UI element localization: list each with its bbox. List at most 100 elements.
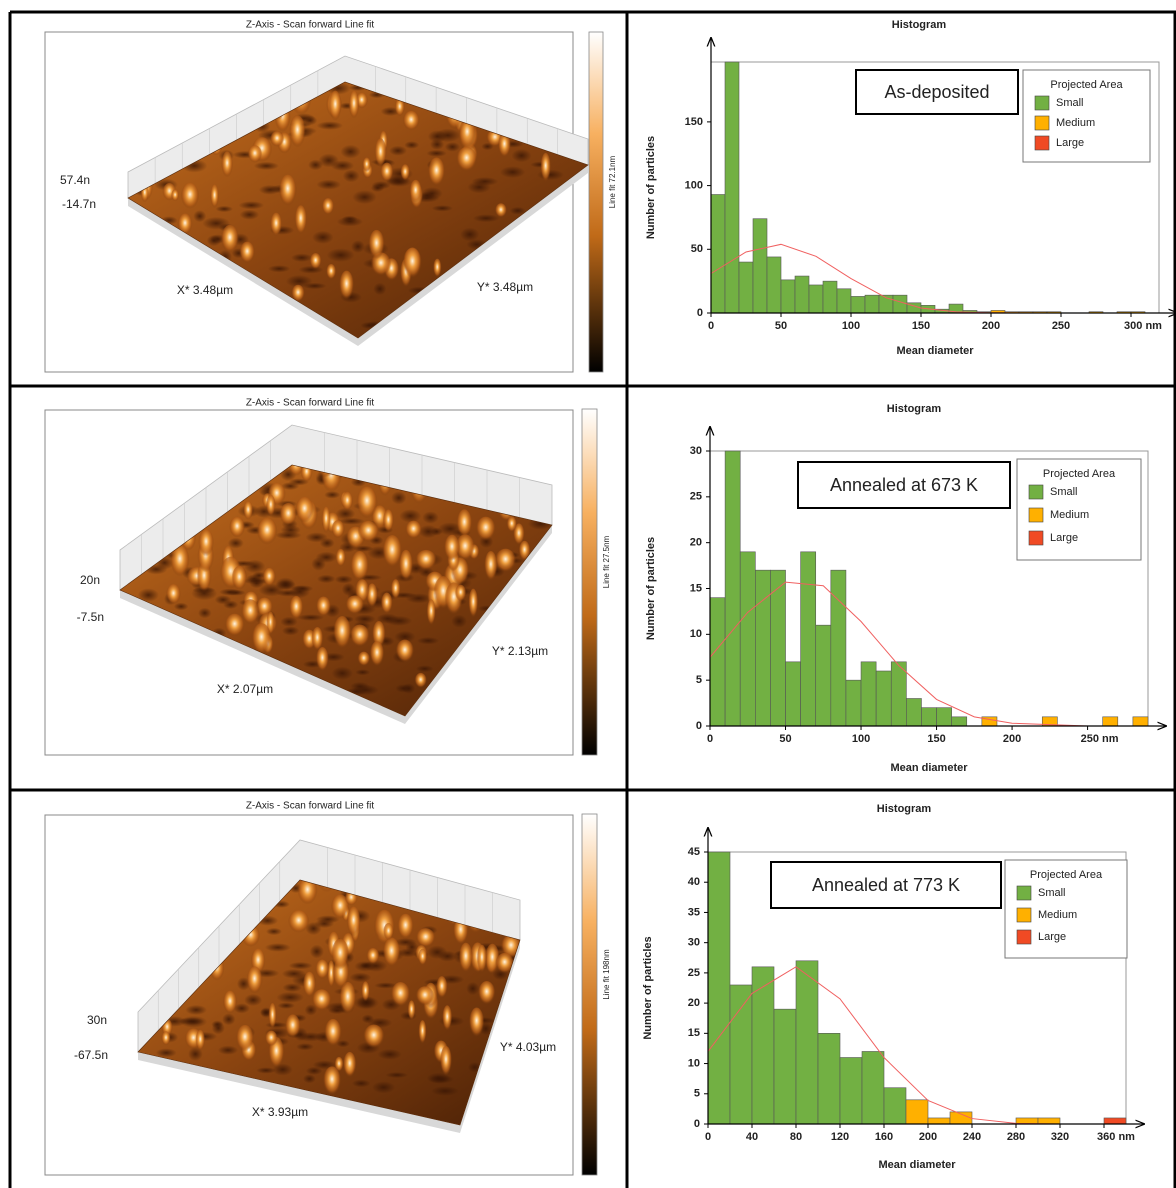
peak xyxy=(270,131,284,148)
legend-label: Large xyxy=(1050,532,1078,544)
pit xyxy=(416,665,434,672)
y-tick-label: 30 xyxy=(688,937,700,949)
pit xyxy=(378,1049,402,1060)
x-tick-label: 200 xyxy=(919,1131,937,1143)
peak xyxy=(335,549,345,569)
x-tick-label: 240 xyxy=(963,1131,981,1143)
legend-swatch xyxy=(1029,508,1043,522)
peak xyxy=(341,492,353,513)
peak xyxy=(484,551,498,584)
pit xyxy=(500,166,525,178)
pit xyxy=(421,187,442,200)
pit xyxy=(310,945,324,959)
peak xyxy=(408,1000,416,1022)
peak xyxy=(350,624,370,649)
x-tick-label: 0 xyxy=(707,733,713,745)
pit xyxy=(240,210,259,220)
histogram-bar xyxy=(816,625,831,726)
peak xyxy=(181,183,200,212)
pit xyxy=(417,637,439,645)
x-tick-label: 320 xyxy=(1051,1131,1069,1143)
y-axis-label: Number of particles xyxy=(645,537,657,640)
histogram-bar xyxy=(837,289,851,313)
x-tick-label: 250 xyxy=(1052,320,1070,332)
pit xyxy=(332,667,354,681)
colorbar xyxy=(582,409,597,755)
pit xyxy=(389,146,407,156)
y-tick-label: 30 xyxy=(690,445,702,457)
peak xyxy=(166,584,181,607)
x-tick-label: 200 xyxy=(982,320,1000,332)
y-size-label: Y* 4.03µm xyxy=(500,1040,556,1054)
peak xyxy=(210,184,219,210)
annotation: Annealed at 673 K xyxy=(830,475,978,495)
peak xyxy=(455,585,467,603)
x-tick-label: 50 xyxy=(775,320,787,332)
peak xyxy=(350,551,369,585)
histogram-bar xyxy=(862,1051,884,1124)
pit xyxy=(352,190,376,204)
y-axis-label: Number of particles xyxy=(645,136,657,239)
histogram-bar xyxy=(865,295,879,313)
histogram-bar xyxy=(753,219,767,313)
x-tick-label: 100 xyxy=(842,320,860,332)
peak xyxy=(268,1003,276,1032)
x-tick-label: 0 xyxy=(708,320,714,332)
peak xyxy=(349,91,360,122)
histogram-bar xyxy=(906,699,921,727)
peak xyxy=(358,521,380,544)
z-min-label: -7.5n xyxy=(77,610,104,624)
pit xyxy=(511,149,531,162)
histogram-bar xyxy=(710,598,725,726)
peak xyxy=(316,596,331,618)
pit xyxy=(362,1014,375,1023)
peak xyxy=(270,213,282,239)
peak xyxy=(382,938,400,971)
peak xyxy=(374,138,386,170)
pit xyxy=(180,1016,208,1028)
y-tick-label: 10 xyxy=(688,1057,700,1069)
pit xyxy=(386,1072,409,1078)
peak xyxy=(331,520,345,540)
histogram-bar xyxy=(725,62,739,313)
afm-title: Z-Axis - Scan forward Line fit xyxy=(246,20,375,31)
peak xyxy=(396,640,415,665)
y-tick-label: 25 xyxy=(690,491,702,503)
colorbar-label: Line fit 72.1nm xyxy=(608,155,617,208)
pit xyxy=(276,992,303,1003)
legend-swatch xyxy=(1035,96,1049,110)
histogram-bar xyxy=(921,708,936,726)
pit xyxy=(467,181,491,193)
pit xyxy=(431,1086,459,1096)
pit xyxy=(265,943,291,952)
peak xyxy=(239,242,255,266)
peak xyxy=(477,945,487,976)
peak xyxy=(285,1014,301,1040)
pit xyxy=(399,509,421,523)
pit xyxy=(282,969,306,979)
legend-swatch xyxy=(1035,136,1049,150)
peak xyxy=(326,264,336,281)
peak xyxy=(279,503,297,529)
y-tick-label: 40 xyxy=(688,876,700,888)
pit xyxy=(317,121,343,130)
peak xyxy=(289,596,303,622)
x-tick-label: 200 xyxy=(1003,733,1021,745)
peak xyxy=(507,516,517,533)
peak xyxy=(442,1005,452,1033)
peak xyxy=(403,111,420,133)
histogram-bar xyxy=(1104,1118,1126,1124)
peak xyxy=(366,948,379,966)
pit xyxy=(311,557,326,571)
x-axis-label: Mean diameter xyxy=(890,762,968,774)
x-axis-label: Mean diameter xyxy=(896,345,974,357)
peak xyxy=(195,1030,205,1053)
histogram-bar xyxy=(846,680,861,726)
peak xyxy=(161,1031,170,1047)
pit xyxy=(426,150,446,157)
y-size-label: Y* 2.13µm xyxy=(492,644,548,658)
histogram-bar xyxy=(752,967,774,1124)
y-size-label: Y* 3.48µm xyxy=(477,280,533,294)
peak xyxy=(381,592,393,616)
peak xyxy=(415,550,437,572)
